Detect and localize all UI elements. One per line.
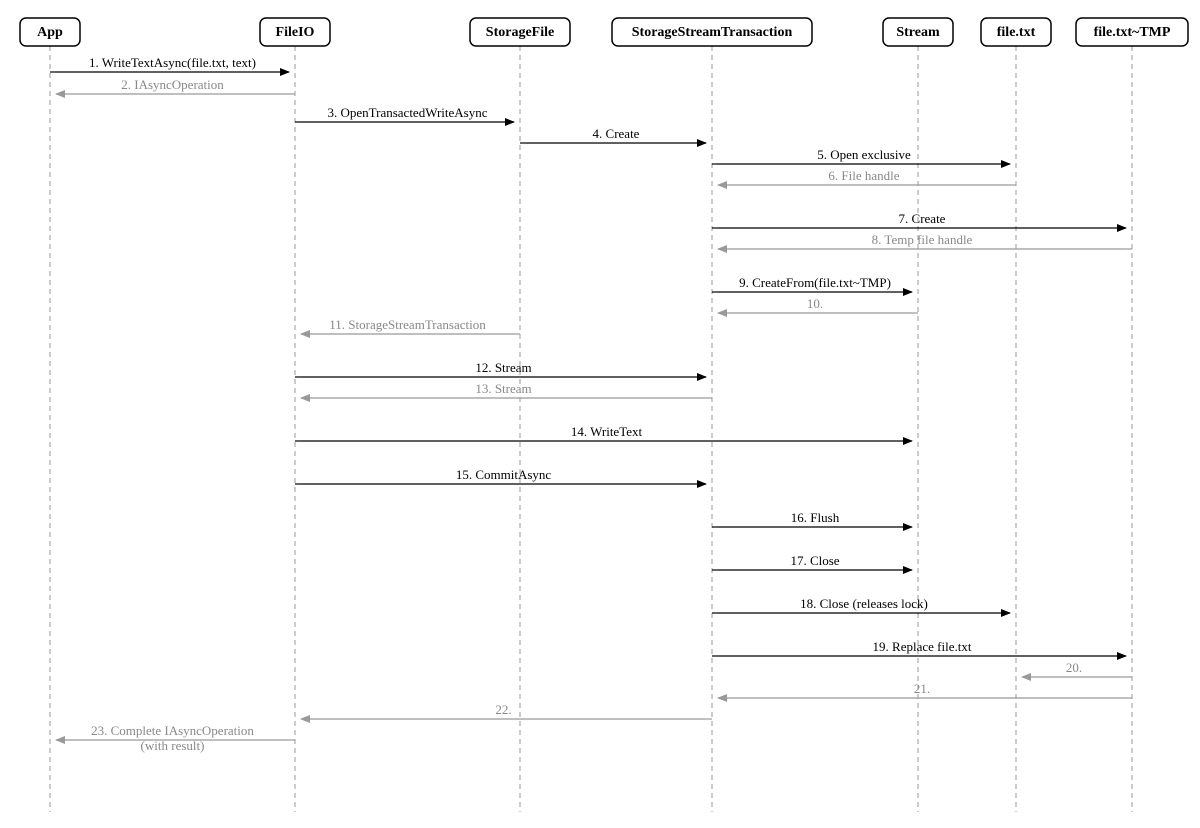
message-6: 6. File handle (718, 168, 1016, 185)
message-9: 9. CreateFrom(file.txt~TMP) (712, 275, 912, 292)
message-1: 1. WriteTextAsync(file.txt, text) (50, 55, 289, 72)
message-label: 19. Replace file.txt (873, 639, 972, 654)
message-10: 10. (718, 296, 918, 313)
message-2: 2. IAsyncOperation (56, 77, 295, 94)
message-20: 20. (1022, 660, 1132, 677)
message-17: 17. Close (712, 553, 912, 570)
message-label: 16. Flush (791, 510, 840, 525)
message-5: 5. Open exclusive (712, 147, 1010, 164)
message-label: 12. Stream (475, 360, 531, 375)
message-3: 3. OpenTransactedWriteAsync (295, 105, 514, 122)
message-label: 6. File handle (828, 168, 899, 183)
message-label: 3. OpenTransactedWriteAsync (327, 105, 487, 120)
message-13: 13. Stream (301, 381, 712, 398)
message-label: 7. Create (899, 211, 946, 226)
participant-sst: StorageStreamTransaction (612, 18, 812, 46)
participant-fileio: FileIO (260, 18, 330, 46)
message-18: 18. Close (releases lock) (712, 596, 1010, 613)
message-11: 11. StorageStreamTransaction (301, 317, 520, 334)
participant-sfile: StorageFile (470, 18, 570, 46)
participant-app: App (20, 18, 80, 46)
participant-ftxt: file.txt (981, 18, 1051, 46)
participant-label: file.txt~TMP (1094, 25, 1171, 40)
message-14: 14. WriteText (295, 424, 912, 441)
message-label: 18. Close (releases lock) (800, 596, 928, 611)
message-8: 8. Temp file handle (718, 232, 1132, 249)
message-16: 16. Flush (712, 510, 912, 527)
message-label: 14. WriteText (571, 424, 643, 439)
message-label: 1. WriteTextAsync(file.txt, text) (89, 55, 256, 70)
message-12: 12. Stream (295, 360, 706, 377)
message-4: 4. Create (520, 126, 706, 143)
sequence-diagram: App FileIO StorageFile StorageStreamTransac… (0, 0, 1200, 828)
message-label: 11. StorageStreamTransaction (329, 317, 486, 332)
message-label: 13. Stream (475, 381, 531, 396)
message-label: 17. Close (790, 553, 839, 568)
message-label: 4. Create (593, 126, 640, 141)
message-label: 10. (807, 296, 823, 311)
message-15: 15. CommitAsync (295, 467, 706, 484)
message-22: 22. (301, 702, 712, 719)
participant-label: App (37, 25, 63, 40)
participant-label: Stream (896, 25, 940, 40)
message-label: 8. Temp file handle (872, 232, 973, 247)
message-23: 23. Complete IAsyncOperation(with result… (56, 723, 295, 753)
message-label: 15. CommitAsync (456, 467, 552, 482)
participant-stream: Stream (883, 18, 953, 46)
message-label: 2. IAsyncOperation (121, 77, 224, 92)
message-label: 5. Open exclusive (817, 147, 911, 162)
message-7: 7. Create (712, 211, 1126, 228)
message-label: 23. Complete IAsyncOperation(with result… (91, 723, 254, 753)
participant-label: StorageStreamTransaction (632, 25, 793, 40)
message-21: 21. (718, 681, 1132, 698)
message-label: 22. (495, 702, 511, 717)
message-19: 19. Replace file.txt (712, 639, 1126, 656)
message-label: 21. (914, 681, 930, 696)
participant-label: file.txt (997, 25, 1036, 40)
participant-label: StorageFile (486, 25, 554, 40)
message-label: 20. (1066, 660, 1082, 675)
message-label: 9. CreateFrom(file.txt~TMP) (739, 275, 891, 290)
participant-ftmp: file.txt~TMP (1076, 18, 1188, 46)
participant-label: FileIO (276, 25, 315, 40)
